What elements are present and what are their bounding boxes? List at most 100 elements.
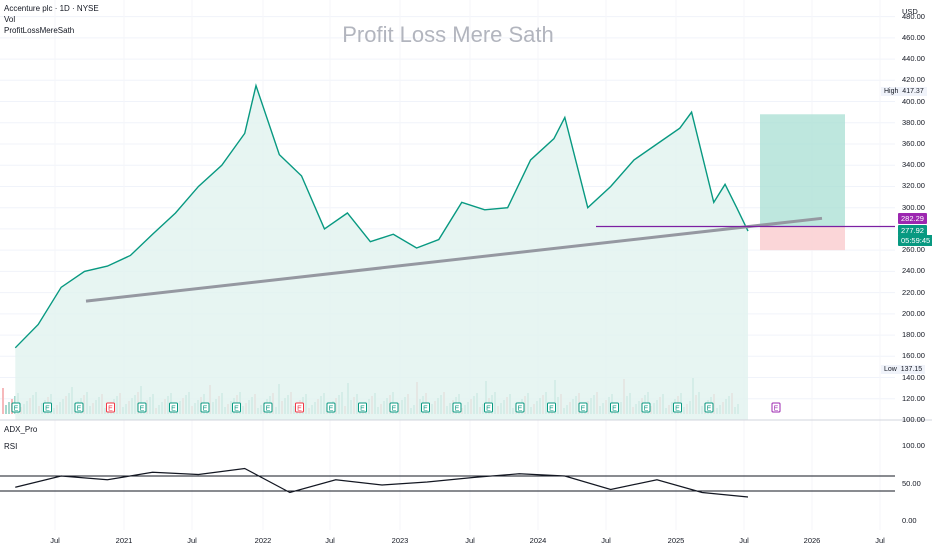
- low-label-text: Low: [884, 366, 897, 373]
- price-tick: 420.00: [902, 75, 925, 85]
- low-label: Low 137.15: [881, 365, 926, 374]
- earnings-marker[interactable]: E: [74, 402, 84, 413]
- price-area: [15, 85, 749, 420]
- earnings-marker[interactable]: E: [43, 402, 52, 413]
- earnings-marker[interactable]: E: [263, 402, 273, 413]
- price-tick: 240.00: [902, 266, 925, 276]
- time-tick: 2025: [667, 536, 685, 545]
- earnings-marker-label: E: [108, 406, 113, 413]
- indicator-label[interactable]: ProfitLossMereSath: [4, 26, 75, 35]
- earnings-marker[interactable]: E: [389, 402, 399, 413]
- earnings-marker-label: E: [612, 406, 617, 413]
- earnings-marker[interactable]: E: [295, 402, 304, 413]
- price-tick: 200.00: [902, 308, 925, 318]
- earnings-marker[interactable]: E: [704, 402, 714, 413]
- price-tick: 140.00: [902, 372, 925, 382]
- volume-bar: [5, 405, 7, 414]
- low-value: 137.15: [900, 366, 923, 373]
- earnings-marker-label: E: [14, 406, 19, 413]
- earnings-marker[interactable]: E: [641, 402, 651, 413]
- high-label: High 417.37: [881, 87, 927, 96]
- price-tick: 320.00: [902, 181, 925, 191]
- price-tick: 340.00: [902, 160, 925, 170]
- earnings-marker-label: E: [581, 406, 586, 413]
- earnings-marker[interactable]: E: [137, 402, 147, 413]
- earnings-marker[interactable]: E: [232, 402, 241, 413]
- earnings-marker-label: E: [486, 406, 491, 413]
- earnings-marker[interactable]: E: [452, 402, 462, 413]
- price-tick: 180.00: [902, 330, 925, 340]
- earnings-marker-label: E: [360, 406, 365, 413]
- price-tick: 120.00: [902, 393, 925, 403]
- earnings-marker[interactable]: E: [11, 402, 21, 413]
- rsi-tick-100: 100.00: [902, 441, 925, 450]
- earnings-marker[interactable]: E: [358, 402, 367, 413]
- earnings-marker-label: E: [203, 406, 208, 413]
- time-tick: 2021: [115, 536, 133, 545]
- price-tick: 160.00: [902, 351, 925, 361]
- earnings-marker-label: E: [392, 406, 397, 413]
- countdown-tag: 05:59:45: [898, 235, 932, 246]
- earnings-marker-label: E: [675, 406, 680, 413]
- earnings-marker[interactable]: E: [610, 402, 619, 413]
- last-price-tag: 277.92: [898, 225, 927, 236]
- price-tick: 440.00: [902, 54, 925, 64]
- earnings-marker[interactable]: E: [484, 402, 493, 413]
- high-label-text: High: [884, 88, 899, 95]
- earnings-marker-label: E: [549, 406, 554, 413]
- earnings-marker[interactable]: E: [326, 402, 336, 413]
- earnings-marker[interactable]: E: [515, 402, 525, 413]
- earnings-marker[interactable]: E: [547, 402, 556, 413]
- earnings-marker[interactable]: E: [421, 402, 430, 413]
- price-tick: 220.00: [902, 287, 925, 297]
- rsi-label[interactable]: RSI: [4, 442, 18, 451]
- price-tick: 460.00: [902, 32, 925, 42]
- price-tick: 100.00: [902, 415, 925, 424]
- earnings-marker[interactable]: E: [169, 402, 178, 413]
- rsi-tick-50: 50.00: [902, 479, 921, 488]
- earnings-marker-label: E: [266, 406, 271, 413]
- volume-bar: [2, 388, 4, 414]
- earnings-marker-label: E: [45, 406, 50, 413]
- earnings-marker-label: E: [644, 406, 649, 413]
- target-zone: [760, 114, 845, 227]
- earnings-marker-label: E: [171, 406, 176, 413]
- time-tick: Jul: [465, 536, 475, 545]
- price-tick: 260.00: [902, 245, 925, 255]
- volume-label[interactable]: Vol: [4, 15, 16, 24]
- time-tick: Jul: [187, 536, 197, 545]
- earnings-marker-label: E: [329, 406, 334, 413]
- earnings-marker[interactable]: E: [200, 402, 210, 413]
- price-tick: 400.00: [902, 96, 925, 106]
- volume-bar: [8, 402, 10, 414]
- time-tick: 2026: [803, 536, 821, 545]
- trendline: [85, 216, 823, 303]
- earnings-marker-future[interactable]: E: [771, 402, 781, 413]
- earnings-marker-label: E: [518, 406, 523, 413]
- earnings-marker[interactable]: E: [578, 402, 588, 413]
- time-tick: Jul: [50, 536, 60, 545]
- target-price-tag: 282.29: [898, 213, 927, 224]
- time-tick: Jul: [739, 536, 749, 545]
- stop-zone: [760, 226, 845, 251]
- time-tick: 2023: [391, 536, 409, 545]
- symbol-title[interactable]: Accenture plc · 1D · NYSE: [4, 4, 99, 13]
- high-value: 417.37: [902, 88, 924, 95]
- rsi-tick-0: 0.00: [902, 516, 917, 525]
- time-tick: Jul: [601, 536, 611, 545]
- currency-label: USD: [902, 7, 918, 16]
- earnings-marker-label: E: [455, 406, 460, 413]
- price-tick: 360.00: [902, 139, 925, 148]
- earnings-marker[interactable]: E: [106, 402, 115, 413]
- time-tick: Jul: [325, 536, 335, 545]
- earnings-marker-label: E: [77, 406, 82, 413]
- time-tick: 2024: [529, 536, 547, 545]
- price-tick: 480.00: [902, 11, 925, 21]
- earnings-marker[interactable]: E: [673, 402, 682, 413]
- watermark: Profit Loss Mere Sath: [342, 22, 554, 47]
- adx-pane-title[interactable]: ADX_Pro: [4, 425, 38, 434]
- earnings-marker-label: E: [774, 406, 779, 413]
